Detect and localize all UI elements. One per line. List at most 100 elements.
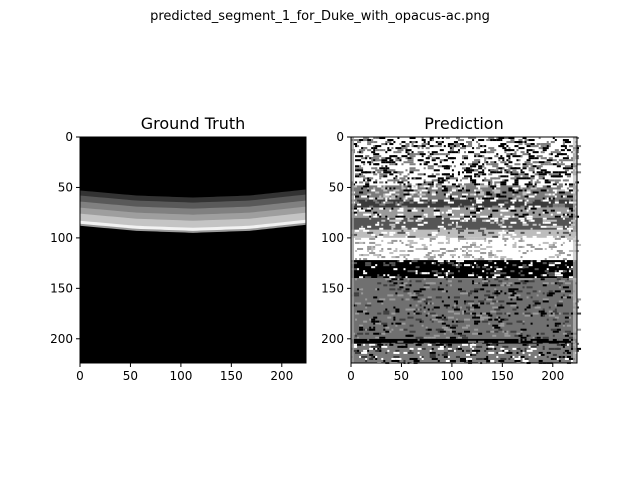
prediction-noise-cell [524,175,529,178]
prediction-noise-cell [363,349,370,352]
prediction-noise-cell [407,183,412,186]
prediction-noise-cell [381,357,384,360]
prediction-noise-cell [367,349,370,352]
prediction-noise-cell [568,357,573,360]
prediction-noise-cell [478,187,481,190]
prediction-noise-cell [415,215,422,218]
prediction-noise-cell [526,199,531,202]
prediction-noise-cell [520,151,525,154]
prediction-noise-cell [361,207,364,210]
prediction-noise-cell [383,310,390,313]
prediction-noise-cell [564,316,569,319]
prediction-noise-cell [461,171,464,174]
prediction-noise-cell [544,221,551,224]
prediction-noise-cell [492,209,499,212]
prediction-noise-cell [447,151,452,154]
prediction-noise-cell [498,324,505,327]
prediction-noise-cell [568,215,575,218]
prediction-noise-cell [488,207,491,210]
prediction-noise-cell [474,290,477,293]
prediction-noise-cell [449,213,452,216]
prediction-noise-cell [439,179,442,182]
prediction-noise-cell [407,308,412,311]
prediction-noise-cell [528,219,531,222]
prediction-noise-cell [447,175,450,178]
prediction-noise-cell [464,318,471,321]
prediction-noise-cell [486,302,491,305]
prediction-noise-cell [558,171,565,174]
prediction-noise-cell [381,332,386,335]
prediction-noise-cell [500,169,503,172]
prediction-noise-cell [478,229,485,232]
prediction-noise-cell [385,326,390,329]
prediction-noise-cell [437,229,440,232]
prediction-noise-cell [391,197,396,200]
prediction-noise-cell [371,139,374,142]
prediction-noise-cell [427,141,430,144]
prediction-noise-cell [566,278,569,281]
prediction-noise-cell [508,171,511,174]
prediction-noise-cell [496,284,503,287]
prediction-noise-cell [427,343,432,346]
prediction-noise-cell [433,163,438,166]
prediction-noise-cell [411,187,416,190]
prediction-noise-cell [361,225,364,228]
prediction-noise-cell [556,282,563,285]
prediction-noise-cell [431,187,438,190]
prediction-noise-cell [568,187,573,190]
prediction-noise-cell [574,145,582,148]
prediction-noise-cell [518,245,523,248]
prediction-noise-cell [544,179,549,182]
prediction-noise-cell [552,203,559,206]
prediction-noise-cell [542,221,545,224]
prediction-noise-cell [395,359,400,362]
prediction-noise-cell [407,151,410,154]
prediction-noise-cell [451,173,454,176]
prediction-noise-cell [478,175,481,178]
prediction-noise-cell [486,163,489,166]
prediction-noise-cell [544,157,547,160]
prediction-noise-cell [393,318,396,321]
prediction-noise-cell [488,181,493,184]
prediction-noise-cell [542,173,547,176]
prediction-noise-cell [453,332,458,335]
prediction-noise-cell [369,241,376,244]
prediction-noise-cell [556,161,559,164]
prediction-noise-cell [355,250,358,253]
prediction-noise-cell [367,149,372,152]
prediction-noise-cell [508,161,513,164]
prediction-noise-cell [550,213,553,216]
prediction-noise-cell [407,189,414,192]
prediction-noise-cell [550,245,557,248]
prediction-noise-cell [470,264,473,267]
prediction-noise-cell [514,189,517,192]
prediction-noise-cell [548,173,553,176]
prediction-noise-cell [379,213,382,216]
prediction-noise-cell [415,183,418,186]
prediction-noise-cell [482,270,485,273]
prediction-noise-cell [447,239,450,242]
prediction-noise-cell [381,161,386,164]
prediction-noise-cell [399,294,404,297]
prediction-noise-cell [455,266,460,269]
prediction-noise-cell [407,316,414,319]
prediction-noise-cell [488,254,495,257]
prediction-noise-cell [423,163,428,166]
prediction-noise-cell [357,203,362,206]
prediction-noise-cell [389,276,396,279]
prediction-noise-cell [486,343,491,346]
prediction-noise-cell [550,197,553,200]
prediction-noise-cell [476,345,483,348]
prediction-noise-cell [496,195,499,198]
prediction-noise-cell [514,145,519,148]
prediction-noise-cell [399,171,404,174]
prediction-noise-cell [522,264,525,267]
prediction-noise-cell [500,205,503,208]
prediction-noise-cell [445,211,452,214]
prediction-noise-cell [451,330,456,333]
prediction-noise-cell [403,351,408,354]
prediction-noise-cell [419,191,422,194]
prediction-noise-cell [381,322,388,325]
prediction-noise-cell [480,215,487,218]
